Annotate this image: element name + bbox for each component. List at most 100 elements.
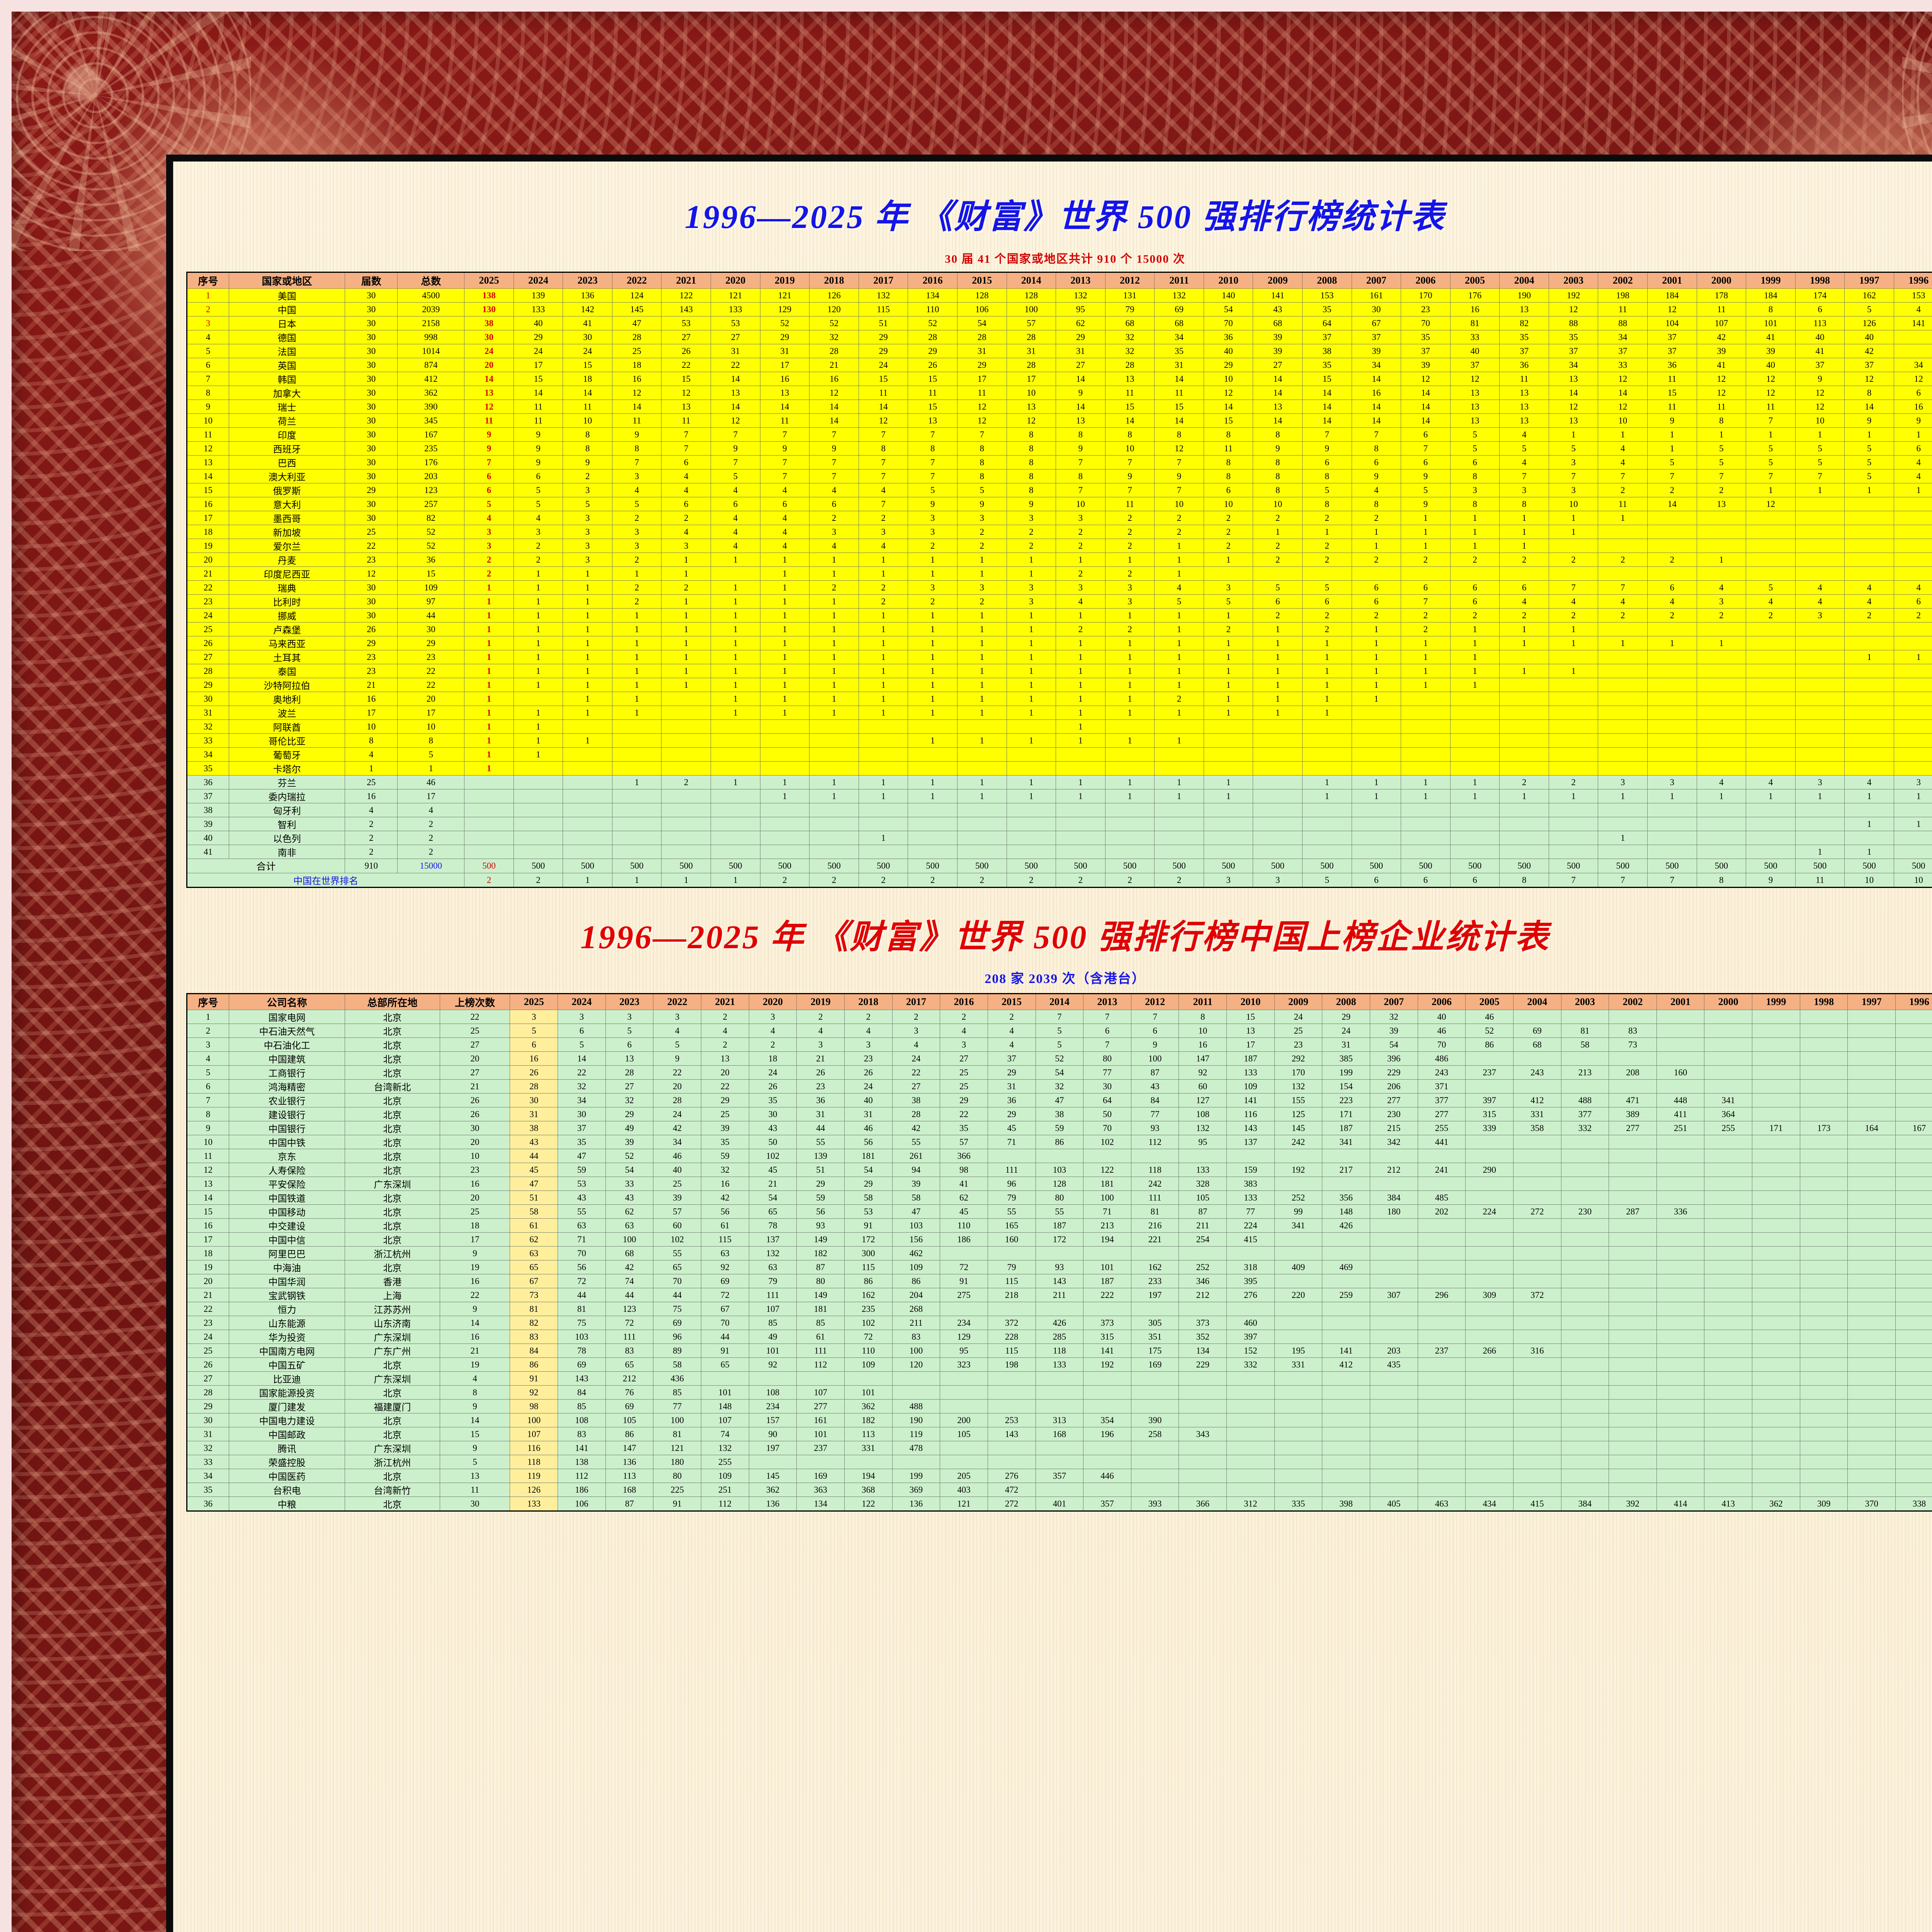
table2-cell-seq: 3 bbox=[186, 1037, 230, 1052]
table1-cell-year bbox=[1548, 692, 1599, 706]
table1-cell-year bbox=[1598, 803, 1648, 817]
table1-cell-year bbox=[1105, 845, 1155, 859]
table1-cell-year: 68 bbox=[1105, 316, 1155, 330]
table2-cell-year: 159 bbox=[1226, 1163, 1275, 1177]
table1-cell-year: 7 bbox=[1105, 455, 1155, 469]
table2-cell-year bbox=[1274, 1455, 1323, 1469]
table2-cell-year: 76 bbox=[605, 1385, 654, 1400]
table1-cell-year: 1 bbox=[513, 719, 563, 734]
table2-cell-year: 50 bbox=[748, 1135, 797, 1149]
table1-cell-year: 1 bbox=[563, 608, 612, 622]
table1-cell-year bbox=[1893, 566, 1932, 581]
table2-cell-year bbox=[1369, 1274, 1418, 1288]
table1-cell-year: 1 bbox=[661, 608, 711, 622]
table1-cell-year: 15 bbox=[908, 400, 957, 414]
table1-col-header-4: 2025 bbox=[464, 272, 514, 289]
table1-cell-year: 153 bbox=[1302, 288, 1352, 303]
table2-cell-year: 175 bbox=[1131, 1344, 1179, 1358]
table1-cell-year: 7 bbox=[661, 427, 711, 442]
table1-cell-year: 1 bbox=[1696, 789, 1747, 803]
table1-cell-year: 1 bbox=[612, 706, 662, 720]
table1-cell-year: 7 bbox=[1746, 413, 1796, 428]
table1-cell-year: 14 bbox=[1401, 386, 1451, 400]
table2-cell-year bbox=[1561, 1344, 1609, 1358]
table2-cell-year: 186 bbox=[558, 1483, 606, 1497]
table2-cell-year: 343 bbox=[1179, 1427, 1227, 1441]
table2-cell-year bbox=[844, 1371, 893, 1386]
table1-cell-seq: 36 bbox=[186, 775, 230, 789]
table1-cell-year bbox=[1746, 511, 1796, 525]
table2-cell-year: 157 bbox=[748, 1413, 797, 1427]
table1-cell-year: 15 bbox=[1105, 400, 1155, 414]
table2-cell-year: 277 bbox=[1609, 1121, 1657, 1135]
table1-cell-year: 1 bbox=[1696, 427, 1747, 442]
table1-cell-year: 1 bbox=[957, 664, 1007, 678]
table2-col-header-6: 2023 bbox=[605, 993, 654, 1010]
table2-cell-hq: 广东深圳 bbox=[345, 1177, 440, 1191]
table1-cell-year: 1 bbox=[858, 775, 908, 789]
table1-china-rank-year: 6 bbox=[1450, 873, 1500, 888]
table1-cell-year bbox=[464, 775, 514, 789]
table2-cell-year: 111 bbox=[748, 1288, 797, 1302]
table1-cell-year: 1 bbox=[1154, 775, 1204, 789]
table1-cell-year: 4 bbox=[1696, 775, 1747, 789]
table1-cell-year: 7 bbox=[1647, 469, 1697, 483]
table1-cell-year: 4 bbox=[760, 525, 810, 539]
table1-cell-year bbox=[1746, 706, 1796, 720]
table1-cell-year: 1 bbox=[760, 664, 810, 678]
table1-cell-year bbox=[1746, 817, 1796, 831]
table2-cell-year bbox=[1465, 1246, 1514, 1260]
table2-cell-year: 315 bbox=[1083, 1330, 1131, 1344]
table2-cell-year: 31 bbox=[796, 1107, 845, 1121]
table1-cell-year bbox=[1647, 539, 1697, 553]
table1-col-header-7: 2022 bbox=[612, 272, 662, 289]
table1-cell-year: 1 bbox=[1598, 511, 1648, 525]
table1-cell-year bbox=[1893, 511, 1932, 525]
table2-cell-year bbox=[1083, 1483, 1131, 1497]
table1-cell-year: 12 bbox=[957, 413, 1007, 428]
table2-cell-year bbox=[1799, 1371, 1848, 1386]
table2-cell-year: 167 bbox=[1895, 1121, 1932, 1135]
table2-cell-seq: 30 bbox=[186, 1413, 230, 1427]
table2-cell-year: 30 bbox=[1083, 1079, 1131, 1094]
table1-cell-year bbox=[957, 747, 1007, 762]
table2-cell-year bbox=[1704, 1302, 1753, 1316]
table1-cell-year: 2 bbox=[1302, 608, 1352, 622]
table1-cell-year bbox=[858, 733, 908, 748]
table2-cell-year bbox=[1561, 1469, 1609, 1483]
table1-total-year: 500 bbox=[1450, 859, 1500, 873]
table2-cell-year: 56 bbox=[796, 1204, 845, 1219]
table1-cell-year: 8 bbox=[1105, 427, 1155, 442]
table2-cell-year: 102 bbox=[653, 1232, 702, 1247]
table1-cell-editions: 12 bbox=[345, 566, 398, 581]
table1-total-year: 500 bbox=[1351, 859, 1401, 873]
table2-cell-year: 233 bbox=[1131, 1274, 1179, 1288]
table1-cell-year: 10 bbox=[1253, 497, 1303, 511]
table2-cell-year bbox=[1226, 1413, 1275, 1427]
table2-cell-year: 426 bbox=[1035, 1316, 1084, 1330]
table2-cell-year: 377 bbox=[1561, 1107, 1609, 1121]
table2-row: 23 山东能源 山东济南 14 82 75 72 69 70 85 85 102 211 234 372 42… bbox=[186, 1316, 1932, 1330]
table2-cell-year bbox=[1513, 1010, 1561, 1024]
table1-cell-country: 哥伦比亚 bbox=[229, 733, 345, 748]
table1-cell-year bbox=[1795, 539, 1845, 553]
table2-col-header-33: 1996 bbox=[1895, 993, 1932, 1010]
table2-cell-year: 46 bbox=[653, 1149, 702, 1163]
table1-cell-year: 1 bbox=[1746, 483, 1796, 497]
table2-cell-year: 51 bbox=[796, 1163, 845, 1177]
table1-col-header-15: 2014 bbox=[1006, 272, 1056, 289]
table1-cell-year: 4 bbox=[760, 483, 810, 497]
table2-cell-year: 309 bbox=[1465, 1288, 1514, 1302]
table1-col-header-14: 2015 bbox=[957, 272, 1007, 289]
table1-cell-year bbox=[1647, 706, 1697, 720]
table1-cell-year: 34 bbox=[1893, 358, 1932, 372]
table1-cell-year: 2 bbox=[1105, 511, 1155, 525]
table1-cell-year: 1 bbox=[1154, 733, 1204, 748]
table2-cell-year bbox=[1847, 1357, 1896, 1372]
table2-cell-year bbox=[1179, 1413, 1227, 1427]
table1-cell-year: 9 bbox=[513, 427, 563, 442]
table2-col-header-4: 2025 bbox=[510, 993, 558, 1010]
table1-cell-year bbox=[760, 761, 810, 776]
table1-cell-year: 88 bbox=[1548, 316, 1599, 330]
table2-cell-company: 中海油 bbox=[229, 1260, 345, 1274]
